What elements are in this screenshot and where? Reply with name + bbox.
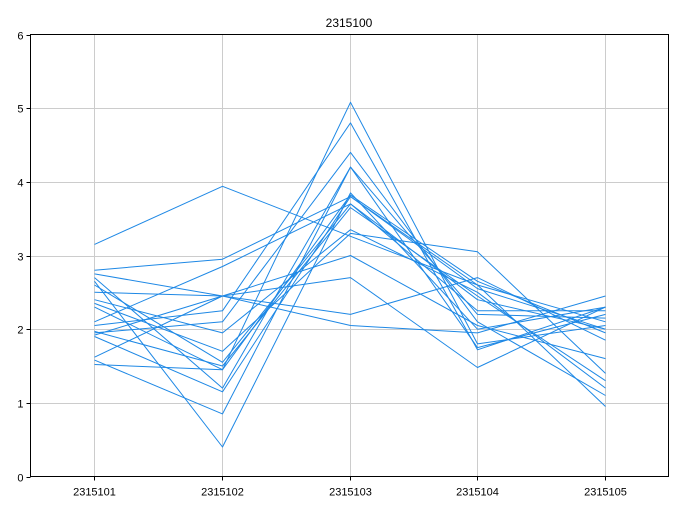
series-line-5	[94, 192, 606, 448]
y-axis-tick-labels: 0 1 2 3 4 5 6	[17, 31, 23, 485]
x-tick-label: 2315105	[584, 487, 627, 499]
y-tick-label: 3	[17, 252, 23, 264]
series-line-18	[94, 166, 606, 415]
series-line-10	[94, 101, 606, 371]
y-tick-label: 5	[17, 104, 23, 116]
y-tick-label: 1	[17, 399, 23, 411]
series-line-15	[94, 255, 606, 360]
axis-ticks	[26, 35, 606, 481]
series-lines	[94, 101, 606, 448]
y-tick-label: 0	[17, 473, 23, 485]
series-line-19	[94, 194, 606, 371]
series-line-1	[94, 185, 606, 323]
series-line-16	[94, 196, 606, 407]
y-tick-label: 4	[17, 178, 23, 190]
series-line-9	[94, 232, 606, 374]
plot-area-frame	[30, 34, 669, 477]
y-tick-label: 6	[17, 31, 23, 43]
x-tick-label: 2315103	[329, 487, 372, 499]
x-tick-label: 2315102	[201, 487, 244, 499]
series-line-12	[94, 122, 606, 351]
x-axis-tick-labels: 2315101 2315102 2315103 2315104 2315105	[73, 487, 627, 499]
x-tick-label: 2315104	[456, 487, 499, 499]
y-tick-label: 2	[17, 325, 23, 337]
series-line-13	[94, 207, 606, 382]
x-tick-label: 2315101	[73, 487, 116, 499]
series-line-14	[94, 151, 606, 396]
series-line-7	[94, 291, 606, 334]
series-line-11	[94, 203, 606, 330]
series-line-17	[94, 277, 606, 368]
chart-title: 2315100	[326, 16, 373, 30]
